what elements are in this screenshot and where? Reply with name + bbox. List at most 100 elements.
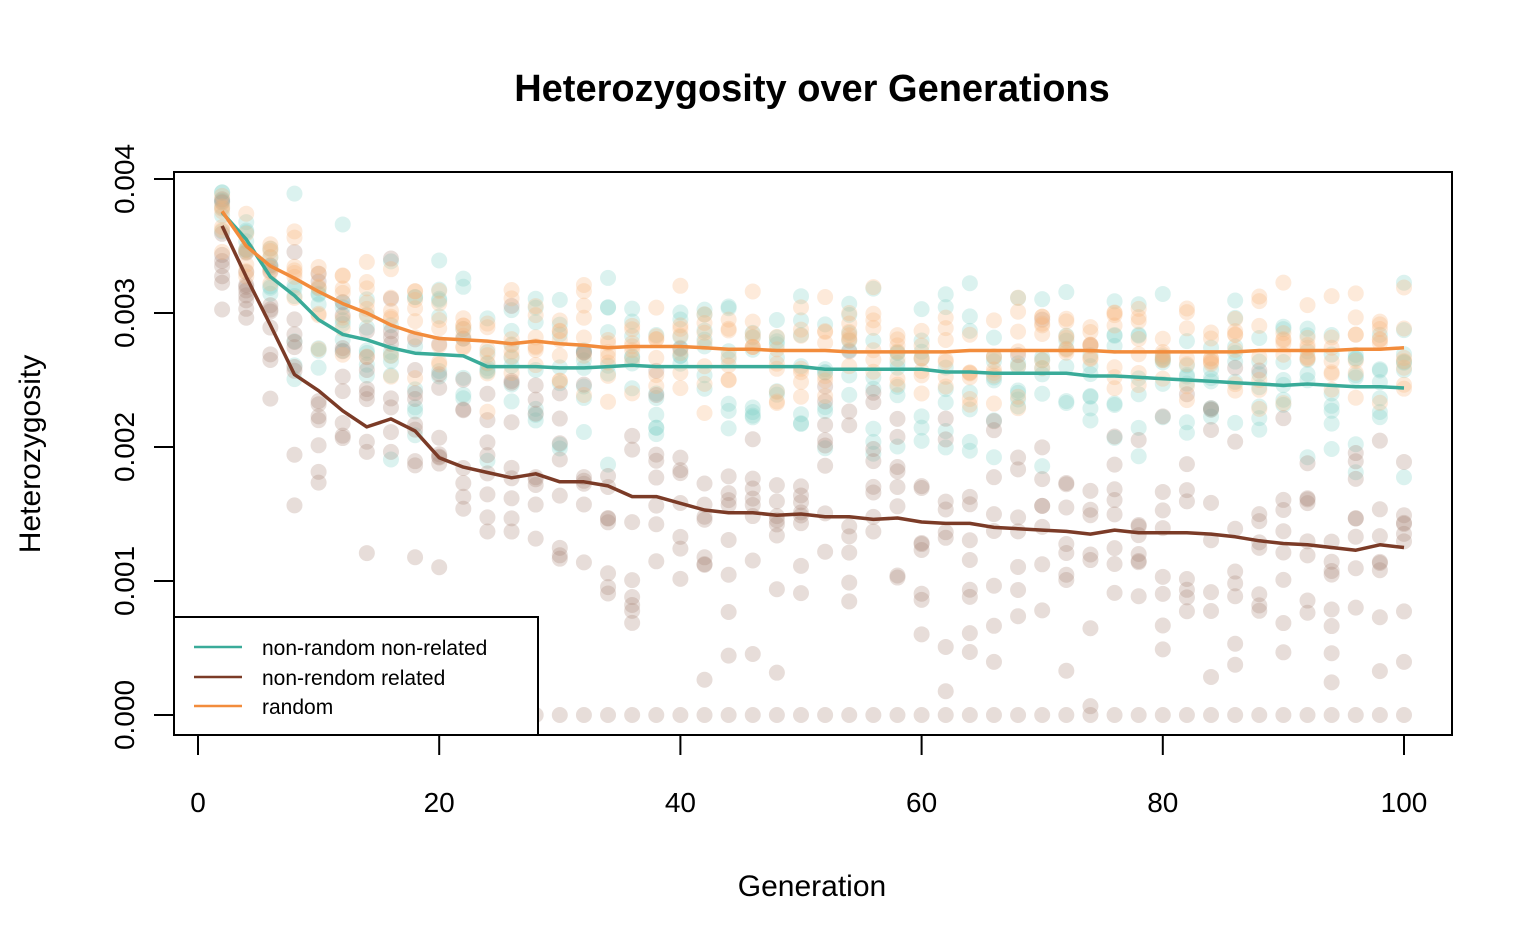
replicate-dot xyxy=(1082,319,1099,336)
replicate-dots xyxy=(214,184,1412,723)
replicate-dot xyxy=(793,515,809,532)
replicate-dot xyxy=(334,280,351,297)
replicate-dot xyxy=(913,432,930,449)
replicate-dot xyxy=(744,324,761,341)
replicate-dot xyxy=(937,331,954,348)
replicate-dot xyxy=(1251,421,1268,438)
replicate-dot xyxy=(358,344,375,361)
replicate-dot xyxy=(334,284,351,301)
replicate-dot xyxy=(913,591,930,608)
replicate-dot xyxy=(214,187,231,204)
replicate-dot xyxy=(1251,317,1268,334)
replicate-dot xyxy=(672,570,689,587)
replicate-dot xyxy=(768,394,785,411)
replicate-dot xyxy=(455,488,472,505)
replicate-dot xyxy=(889,463,906,480)
replicate-dot xyxy=(744,329,761,346)
replicate-dot xyxy=(214,246,231,263)
replicate-dot xyxy=(817,289,834,306)
replicate-dot xyxy=(334,216,351,233)
replicate-dot xyxy=(1034,707,1051,723)
replicate-dot xyxy=(1082,388,1099,405)
replicate-dot xyxy=(889,337,906,354)
replicate-dot xyxy=(841,330,858,347)
replicate-dot xyxy=(431,356,448,373)
replicate-dot xyxy=(937,309,954,326)
replicate-dot xyxy=(238,214,255,231)
replicate-dot xyxy=(841,528,858,545)
replicate-dot xyxy=(1130,516,1147,533)
replicate-dot xyxy=(961,496,978,513)
replicate-dot xyxy=(648,452,665,469)
replicate-dot xyxy=(551,436,568,453)
replicate-dot xyxy=(1347,350,1364,367)
replicate-dot xyxy=(1275,332,1292,349)
replicate-dot xyxy=(1178,589,1195,606)
series-line-non-random-non-related xyxy=(220,211,1405,390)
replicate-dot xyxy=(841,544,858,561)
replicate-dot xyxy=(1203,350,1220,367)
replicate-dot xyxy=(551,347,568,364)
replicate-dot xyxy=(1010,289,1027,306)
replicate-dot xyxy=(889,387,906,404)
replicate-dot xyxy=(1034,308,1051,325)
replicate-dot xyxy=(624,321,641,338)
replicate-dot xyxy=(1347,510,1364,527)
replicate-dot xyxy=(817,368,834,385)
replicate-dot xyxy=(551,451,568,468)
replicate-dot xyxy=(1034,325,1051,342)
replicate-dot xyxy=(744,431,761,448)
replicate-dot xyxy=(1347,364,1364,381)
replicate-dot xyxy=(720,311,737,328)
replicate-dot xyxy=(1371,663,1388,680)
replicate-dot xyxy=(793,388,809,405)
replicate-dot xyxy=(1371,335,1388,352)
replicate-dot xyxy=(696,324,713,341)
replicate-dot xyxy=(889,410,906,427)
replicate-dot xyxy=(1299,329,1316,346)
replicate-dot xyxy=(1347,528,1364,545)
replicate-dot xyxy=(358,361,375,378)
replicate-dot xyxy=(624,355,641,372)
replicate-dot xyxy=(648,469,665,486)
replicate-dot xyxy=(720,402,737,419)
replicate-dot xyxy=(575,283,592,300)
replicate-dot xyxy=(527,342,544,359)
replicate-dot xyxy=(865,384,882,401)
replicate-dot xyxy=(382,443,399,460)
y-tick-label: 0.004 xyxy=(109,144,140,214)
replicate-dot xyxy=(1130,707,1147,723)
replicate-dot xyxy=(1058,313,1075,330)
replicate-dot xyxy=(286,185,303,202)
replicate-dot xyxy=(551,375,568,392)
replicate-dot xyxy=(1106,317,1123,334)
replicate-dot xyxy=(1106,456,1123,473)
replicate-dot xyxy=(358,381,375,398)
replicate-dot xyxy=(527,530,544,547)
replicate-dot xyxy=(1203,400,1220,417)
replicate-dot xyxy=(865,484,882,501)
replicate-dot xyxy=(624,441,641,458)
replicate-dot xyxy=(214,253,231,270)
replicate-dot xyxy=(696,671,713,688)
replicate-dot xyxy=(1371,432,1388,449)
replicate-dot xyxy=(672,304,689,321)
replicate-dot xyxy=(744,508,761,525)
replicate-dot xyxy=(1396,349,1412,366)
replicate-dot xyxy=(1275,325,1292,342)
replicate-dot xyxy=(1251,398,1268,415)
replicate-dot xyxy=(262,346,279,363)
replicate-dot xyxy=(1082,501,1099,518)
replicate-dot xyxy=(672,320,689,337)
replicate-dot xyxy=(937,286,954,303)
replicate-dot xyxy=(889,331,906,348)
replicate-dot xyxy=(1347,285,1364,302)
replicate-dot xyxy=(793,406,809,423)
replicate-dot xyxy=(1396,515,1412,532)
replicate-dot xyxy=(624,348,641,365)
replicate-dot xyxy=(1371,528,1388,545)
replicate-dot xyxy=(672,317,689,334)
replicate-dot xyxy=(841,306,858,323)
